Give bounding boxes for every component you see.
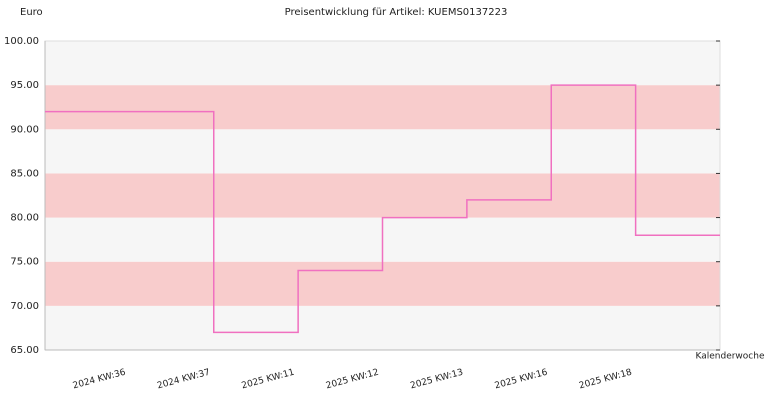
x-tick-label: 2024 KW:37 — [156, 368, 211, 392]
price-line — [45, 84, 720, 334]
y-tick-label: 100.00 — [4, 36, 39, 47]
x-tick-label: 2025 KW:16 — [494, 368, 549, 392]
y-axis-label: Euro — [20, 7, 43, 18]
y-tick-label: 80.00 — [10, 213, 39, 224]
y-tick-label: 95.00 — [10, 80, 39, 91]
band — [45, 129, 720, 174]
band — [45, 41, 720, 86]
x-tick-label: 2024 KW:36 — [72, 368, 127, 392]
y-tick-label: 90.00 — [10, 124, 39, 135]
y-tick-label: 65.00 — [10, 345, 39, 356]
chart-title: Preisentwicklung für Artikel: KUEMS01372… — [285, 7, 508, 18]
band — [45, 85, 720, 130]
band — [45, 173, 720, 218]
x-tick-label: 2025 KW:18 — [578, 368, 633, 392]
x-tick-label: 2025 KW:13 — [409, 368, 464, 392]
x-tick-label: 2025 KW:12 — [325, 368, 380, 392]
x-axis-label: Kalenderwoche — [695, 352, 764, 362]
band — [45, 305, 720, 350]
y-tick-label: 85.00 — [10, 168, 39, 179]
y-tick-label: 75.00 — [10, 257, 39, 268]
x-tick-label: 2025 KW:11 — [241, 368, 296, 392]
y-tick-label: 70.00 — [10, 301, 39, 312]
